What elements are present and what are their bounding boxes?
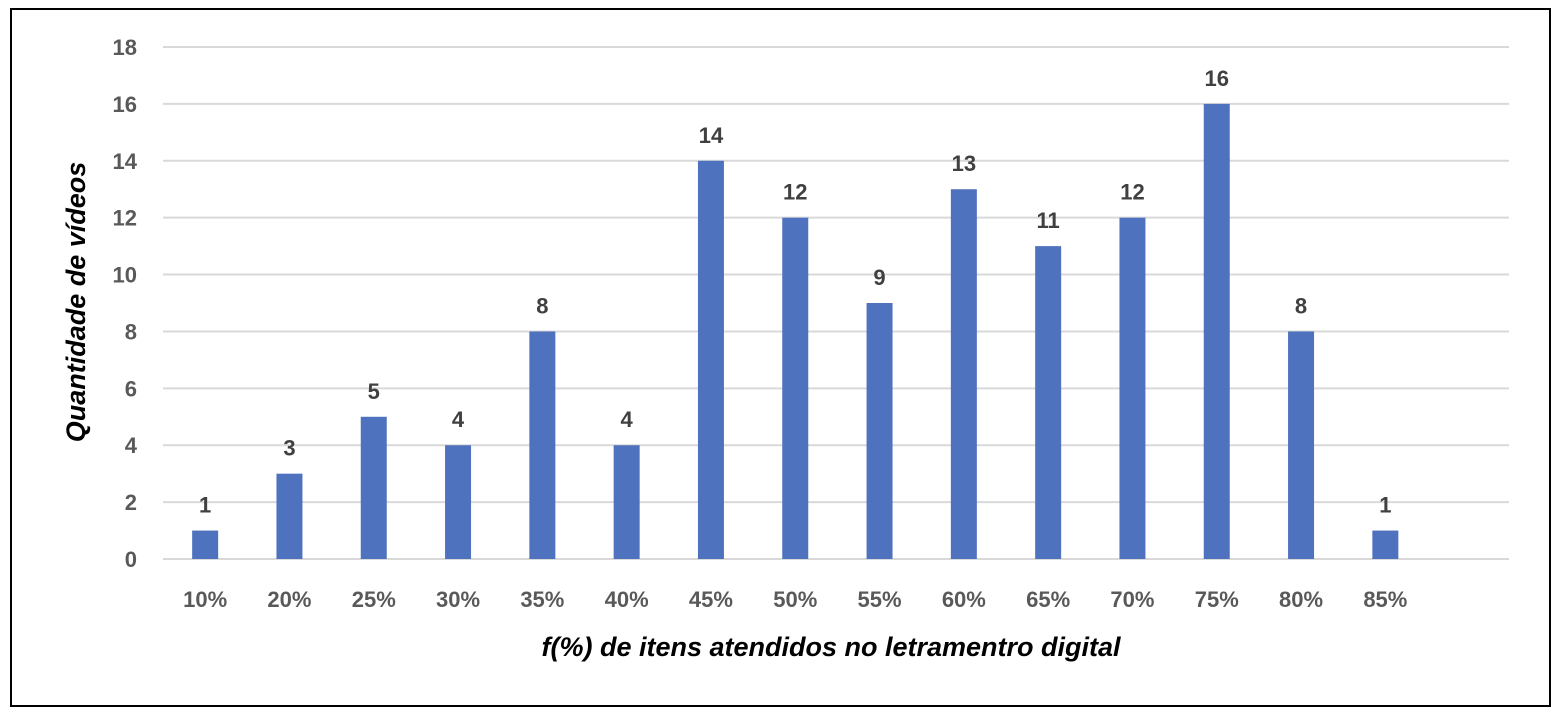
data-label: 8: [536, 293, 548, 318]
data-label: 12: [1120, 180, 1144, 205]
bar: [1288, 331, 1315, 559]
bar: [1372, 530, 1399, 559]
x-tick-label: 10%: [183, 587, 227, 612]
bar: [360, 416, 387, 559]
data-label: 8: [1295, 293, 1307, 318]
x-axis-ticks: 10% 20% 25% 30% 35% 40% 45% 50% 55% 60% 65% 70% 75% 8…: [183, 587, 1407, 612]
x-axis-title: f(%) de itens atendidos no letramentro d…: [541, 632, 1121, 662]
data-label: 14: [699, 123, 724, 148]
x-tick-label: 40%: [605, 587, 649, 612]
y-tick-label: 0: [125, 547, 137, 572]
y-tick-label: 16: [113, 92, 137, 117]
x-tick-label: 75%: [1195, 587, 1239, 612]
data-label: 12: [783, 180, 807, 205]
x-tick-label: 30%: [436, 587, 480, 612]
y-tick-label: 2: [125, 490, 137, 515]
bar: [1119, 217, 1146, 559]
y-axis-ticks: 0 2 4 6 8 10 12 14 16 18: [113, 35, 138, 572]
x-tick-label: 50%: [773, 587, 817, 612]
data-label: 11: [1037, 208, 1060, 233]
y-axis-title: Quantidade de vídeos: [61, 162, 91, 443]
bar: [529, 331, 556, 559]
data-label: 16: [1205, 66, 1229, 91]
x-tick-label: 65%: [1026, 587, 1070, 612]
y-tick-label: 10: [113, 263, 137, 288]
bar: [613, 445, 640, 559]
x-tick-label: 45%: [689, 587, 733, 612]
bar: [866, 303, 893, 559]
data-label: 4: [621, 407, 634, 432]
bar: [445, 445, 472, 559]
y-tick-label: 4: [125, 433, 138, 458]
bar: [697, 160, 724, 559]
data-label: 1: [1379, 493, 1391, 518]
data-label: 13: [952, 151, 976, 176]
x-tick-label: 55%: [858, 587, 902, 612]
x-tick-label: 80%: [1279, 587, 1323, 612]
x-tick-label: 85%: [1363, 587, 1407, 612]
data-label: 9: [873, 265, 885, 290]
bar: [1203, 103, 1230, 559]
y-tick-label: 18: [113, 35, 137, 60]
x-tick-label: 70%: [1110, 587, 1154, 612]
bars: [192, 103, 1399, 559]
x-tick-label: 60%: [942, 587, 986, 612]
bar: [950, 189, 977, 559]
bar: [782, 217, 809, 559]
y-tick-label: 6: [125, 376, 137, 401]
data-label: 5: [368, 379, 380, 404]
y-tick-label: 14: [113, 149, 138, 174]
bar: [1035, 246, 1062, 559]
data-label: 1: [199, 493, 211, 518]
x-tick-label: 25%: [352, 587, 396, 612]
y-tick-label: 12: [113, 206, 137, 231]
data-label: 4: [452, 407, 465, 432]
y-tick-label: 8: [125, 319, 137, 344]
bar: [276, 473, 303, 559]
x-tick-label: 20%: [267, 587, 311, 612]
data-label: 3: [283, 436, 295, 461]
bar: [192, 530, 219, 559]
x-tick-label: 35%: [520, 587, 564, 612]
gridlines: [163, 46, 1509, 560]
